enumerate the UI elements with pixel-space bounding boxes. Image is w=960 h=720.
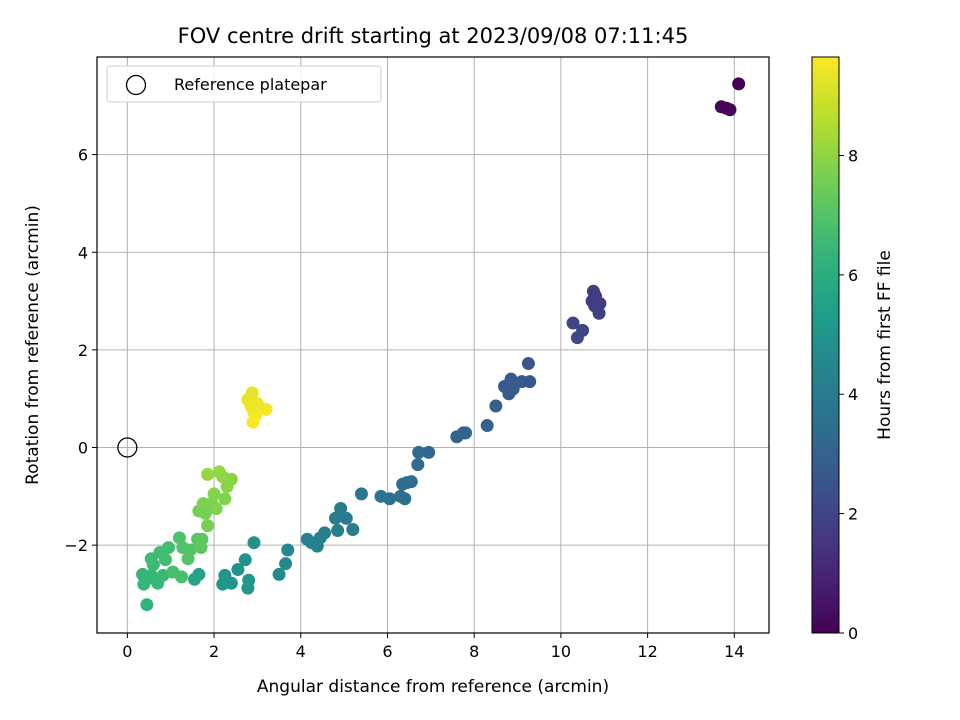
colorbar-tick-label: 4 <box>848 385 858 404</box>
data-point <box>489 399 503 413</box>
data-point <box>159 553 173 567</box>
x-tick-label: 6 <box>382 642 392 661</box>
data-point <box>156 568 170 582</box>
legend: Reference platepar <box>106 65 382 103</box>
x-tick-label: 8 <box>469 642 479 661</box>
data-point <box>566 316 580 330</box>
data-point <box>331 523 345 537</box>
data-point <box>346 523 360 537</box>
x-axis-label: Angular distance from reference (arcmin) <box>257 677 609 697</box>
data-point <box>198 506 212 520</box>
data-point <box>502 387 516 401</box>
y-tick-label: 2 <box>78 341 88 360</box>
data-point <box>201 519 215 533</box>
axes: 0 2 4 6 8 10 12 14 −2 0 2 4 6 <box>64 56 770 661</box>
reference-marker <box>117 437 138 458</box>
data-point <box>272 567 286 581</box>
data-point <box>241 581 255 595</box>
x-tick-label: 4 <box>296 642 306 661</box>
data-point <box>259 402 273 416</box>
data-point <box>172 531 186 545</box>
data-point <box>207 487 221 501</box>
data-point <box>723 103 737 117</box>
x-tick-label: 10 <box>551 642 571 661</box>
data-point <box>231 563 245 577</box>
data-point <box>398 492 412 506</box>
data-point <box>137 577 151 591</box>
data-point <box>201 467 215 481</box>
data-point <box>175 570 189 584</box>
y-tick-label: 4 <box>78 243 88 262</box>
data-point <box>279 557 293 571</box>
data-point <box>246 415 260 429</box>
data-point <box>422 445 436 459</box>
colorbar-label: Hours from first FF file <box>875 250 895 440</box>
x-tick-label: 0 <box>122 642 132 661</box>
data-point <box>196 497 210 511</box>
data-point <box>194 541 208 555</box>
legend-entry: Reference platepar <box>174 75 327 94</box>
data-point <box>374 489 388 503</box>
data-point <box>334 502 348 516</box>
data-point <box>450 430 464 444</box>
data-point <box>216 577 230 591</box>
data-point <box>521 357 535 371</box>
data-point <box>412 445 426 459</box>
y-tick-label: −2 <box>64 536 88 555</box>
data-point <box>592 306 606 320</box>
legend-marker <box>125 74 147 96</box>
data-point <box>732 77 746 91</box>
colorbar-bar <box>811 56 840 634</box>
grid-lines <box>97 57 769 633</box>
data-point <box>209 502 223 516</box>
y-tick-label: 6 <box>78 146 88 165</box>
x-tick-label: 12 <box>637 642 657 661</box>
data-point <box>218 492 232 506</box>
data-point <box>181 552 195 566</box>
plot-frame <box>96 56 770 634</box>
data-point <box>411 458 425 472</box>
data-point <box>480 419 494 433</box>
data-point <box>339 511 353 525</box>
data-point <box>188 572 202 586</box>
legend-box <box>106 65 382 103</box>
colorbar-tick-label: 8 <box>848 146 858 165</box>
data-point <box>281 543 295 557</box>
data-point <box>354 487 368 501</box>
x-tick-label: 14 <box>724 642 744 661</box>
data-point <box>396 477 410 491</box>
y-axis-label: Rotation from reference (arcmin) <box>23 205 43 485</box>
colorbar: 0 2 4 6 8 <box>811 56 858 643</box>
colorbar-tick-label: 2 <box>848 505 858 524</box>
data-point <box>328 511 342 525</box>
data-points <box>117 77 746 612</box>
data-point <box>238 553 252 567</box>
data-point <box>310 539 324 553</box>
colorbar-tick-label: 6 <box>848 266 858 285</box>
data-point <box>247 536 261 550</box>
data-point <box>212 465 226 479</box>
x-tick-label: 2 <box>209 642 219 661</box>
data-point <box>140 598 154 612</box>
y-tick-label: 0 <box>78 439 88 458</box>
data-point <box>162 541 176 555</box>
data-point <box>570 331 584 345</box>
chart-title: FOV centre drift starting at 2023/09/08 … <box>178 24 689 48</box>
colorbar-tick-label: 0 <box>848 624 858 643</box>
